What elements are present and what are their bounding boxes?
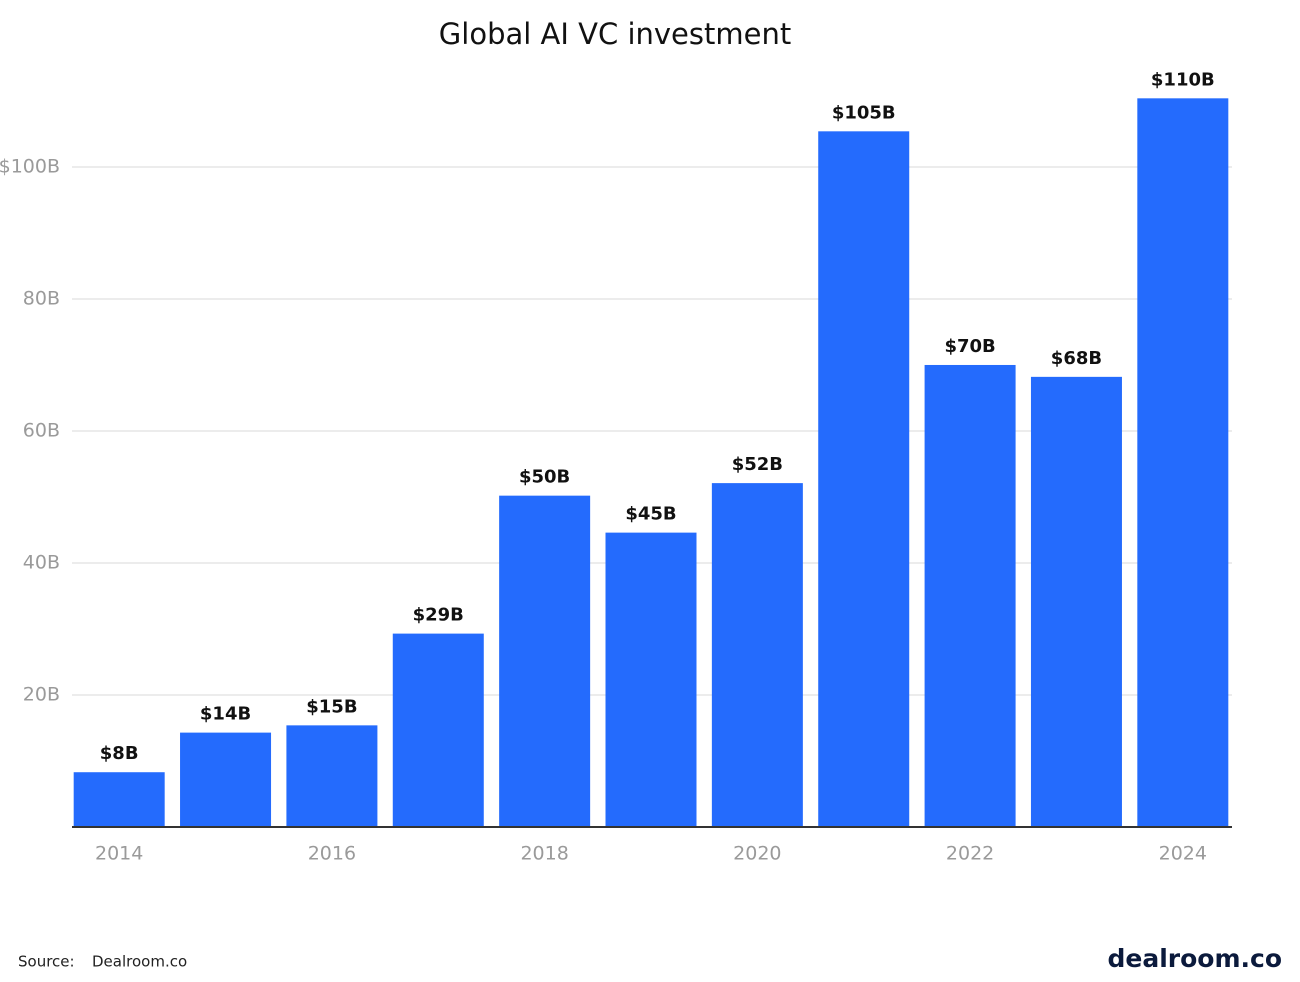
bar xyxy=(818,131,910,827)
value-label: $15B xyxy=(306,696,357,717)
x-tick-label: 2014 xyxy=(95,843,143,865)
bar xyxy=(1137,98,1229,828)
source-label: Source: xyxy=(18,953,75,971)
source: Dealroom.co xyxy=(92,953,187,971)
y-tick-label: 20B xyxy=(23,683,60,705)
y-tick-label: 80B xyxy=(23,287,60,309)
value-label: $45B xyxy=(625,504,676,525)
x-tick-label: 2024 xyxy=(1159,843,1207,865)
value-label: $68B xyxy=(1051,348,1102,369)
bar xyxy=(73,772,165,827)
y-tick-label: 40B xyxy=(23,551,60,573)
bar xyxy=(499,495,591,827)
value-label: $105B xyxy=(832,102,896,123)
y-tick-label: $100B xyxy=(0,155,60,177)
value-label: $70B xyxy=(944,336,995,357)
x-tick-label: 2022 xyxy=(946,843,994,865)
value-label: $52B xyxy=(732,454,783,475)
value-label: $14B xyxy=(200,704,251,725)
y-tick-label: 60B xyxy=(23,419,60,441)
bar xyxy=(605,532,697,827)
bar xyxy=(711,483,803,827)
value-label: $50B xyxy=(519,467,570,488)
value-label: $29B xyxy=(413,605,464,626)
chart-title: Global AI VC investment xyxy=(439,17,791,51)
bar xyxy=(392,633,484,827)
bar xyxy=(180,732,272,827)
x-tick-label: 2020 xyxy=(733,843,781,865)
bar xyxy=(286,725,378,827)
value-label: $8B xyxy=(100,743,139,764)
x-tick-label: 2016 xyxy=(308,843,356,865)
x-tick-label: 2018 xyxy=(520,843,568,865)
brand-logo: dealroom.co xyxy=(1107,944,1282,973)
bar xyxy=(924,364,1016,827)
bar xyxy=(1030,376,1122,827)
value-label: $110B xyxy=(1151,69,1215,90)
